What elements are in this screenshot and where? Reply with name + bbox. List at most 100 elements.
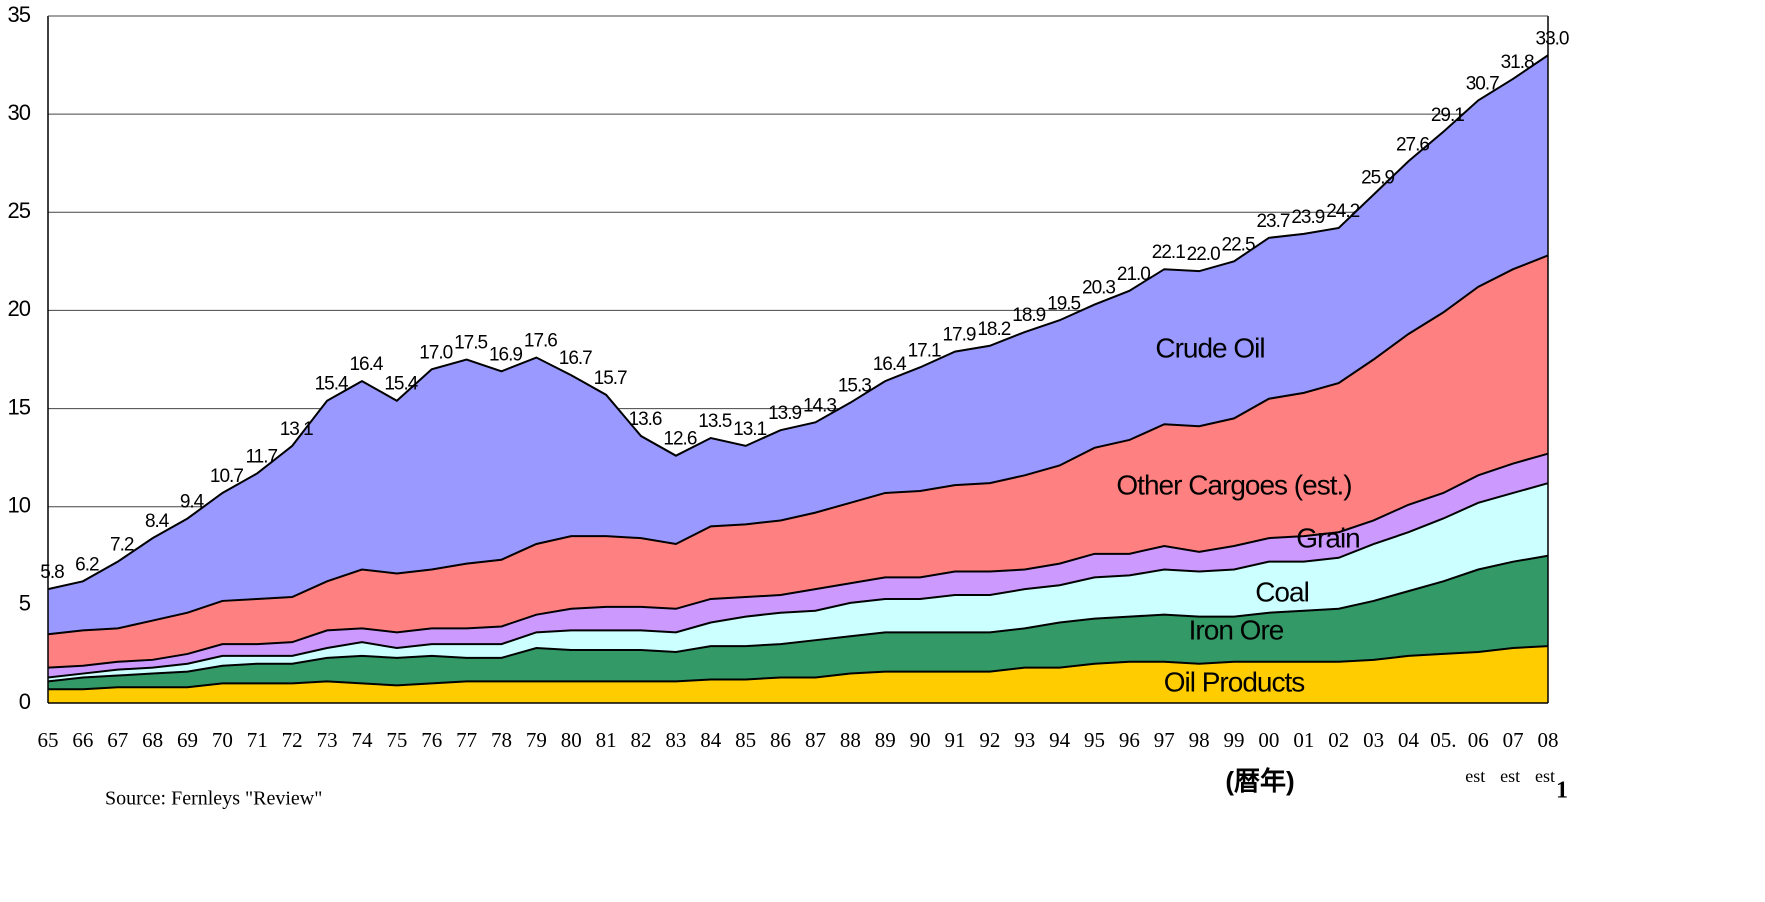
total-label: 27.6 — [1396, 134, 1429, 155]
x-tick-label: 89 — [875, 728, 896, 752]
total-label: 17.5 — [454, 333, 487, 354]
series-label: Other Cargoes (est.) — [1116, 469, 1351, 500]
total-label: 15.4 — [315, 374, 349, 395]
total-label: 20.3 — [1082, 278, 1115, 299]
x-tick-label: 92 — [979, 728, 1000, 752]
total-label: 21.0 — [1117, 264, 1150, 285]
total-label: 18.2 — [977, 319, 1010, 340]
total-label: 23.9 — [1291, 207, 1324, 228]
x-tick-label: 83 — [665, 728, 686, 752]
series-label: Oil Products — [1164, 666, 1305, 697]
total-label: 13.9 — [768, 403, 801, 424]
x-tick-label: 82 — [631, 728, 652, 752]
total-label: 13.6 — [629, 409, 662, 430]
total-label: 18.9 — [1012, 305, 1045, 326]
source: Source: Fernleys "Review" — [105, 788, 322, 810]
x-tick-label: 95 — [1084, 728, 1105, 752]
total-label: 30.7 — [1466, 73, 1499, 94]
total-label: 9.4 — [180, 492, 205, 513]
y-tick-label: 25 — [8, 198, 31, 223]
total-label: 31.8 — [1501, 52, 1534, 73]
x-tick-label: 03 — [1363, 728, 1384, 752]
total-label: 24.2 — [1326, 201, 1359, 222]
total-label: 15.7 — [594, 368, 627, 389]
total-label: 13.1 — [733, 419, 766, 440]
total-label: 22.5 — [1222, 234, 1255, 255]
total-label: 7.2 — [110, 535, 134, 556]
area-edge — [47, 254, 1549, 636]
x-tick-label: 76 — [421, 728, 442, 752]
x-tick-label: 88 — [840, 728, 861, 752]
total-label: 13.5 — [698, 411, 731, 432]
x-tick-label: 00 — [1258, 728, 1279, 752]
total-label: 33.0 — [1536, 28, 1569, 49]
x-tick-label: 07 — [1503, 728, 1524, 752]
x-tick-label: 08 — [1538, 728, 1559, 752]
x-tick-label: 80 — [561, 728, 582, 752]
x-axis-label: (暦年) — [1225, 766, 1294, 796]
x-tick-label: 86 — [770, 728, 791, 752]
total-label: 22.0 — [1187, 244, 1220, 265]
x-tick-label: 90 — [910, 728, 931, 752]
x-tick-label: 91 — [944, 728, 965, 752]
total-label: 5.8 — [40, 562, 64, 583]
series-label: Grain — [1296, 522, 1359, 553]
area-edge — [47, 482, 1549, 679]
x-tick-label: 85 — [735, 728, 756, 752]
total-label: 17.6 — [524, 331, 557, 352]
total-label: 17.9 — [942, 325, 975, 346]
total-label: 17.0 — [419, 342, 452, 363]
x-tick-label: 70 — [212, 728, 233, 752]
y-tick-label: 35 — [8, 2, 31, 27]
total-label: 16.4 — [873, 354, 907, 375]
x-tick-label: 05. — [1430, 728, 1456, 752]
y-tick-label: 0 — [19, 689, 31, 714]
x-tick-label: 01 — [1293, 728, 1314, 752]
x-tick-label: 87 — [805, 728, 826, 752]
area — [48, 255, 1548, 668]
x-tick-label: 68 — [142, 728, 163, 752]
x-tick-label: 84 — [700, 728, 722, 752]
total-label: 11.7 — [246, 446, 278, 467]
series-label: Iron Ore — [1189, 614, 1284, 645]
total-label: 22.1 — [1152, 242, 1185, 263]
y-tick-label: 5 — [19, 591, 31, 616]
x-tick-label: 65 — [38, 728, 59, 752]
total-label: 19.5 — [1047, 293, 1080, 314]
area — [48, 55, 1548, 635]
y-tick-label: 10 — [8, 493, 31, 518]
x-tick-label: 99 — [1224, 728, 1245, 752]
x-tick-label: 72 — [282, 728, 303, 752]
x-tick-label: 93 — [1014, 728, 1035, 752]
x-tick-label: 71 — [247, 728, 268, 752]
series-label: Crude Oil — [1155, 332, 1264, 363]
total-label: 23.7 — [1256, 211, 1289, 232]
total-label: 13.1 — [280, 419, 313, 440]
x-tick-label: 79 — [526, 728, 547, 752]
y-tick-label: 30 — [8, 100, 31, 125]
total-label: 16.7 — [559, 348, 592, 369]
total-label: 15.3 — [838, 376, 871, 397]
area-edge — [48, 645, 1549, 691]
x-note: est — [1465, 766, 1485, 786]
x-tick-label: 74 — [351, 728, 373, 752]
area-edge — [47, 54, 1549, 591]
total-label: 12.6 — [663, 429, 696, 450]
x-tick-label: 98 — [1189, 728, 1210, 752]
total-label: 6.2 — [75, 554, 99, 575]
total-label: 25.9 — [1361, 168, 1394, 189]
series-label: Coal — [1255, 576, 1309, 607]
total-label: 14.3 — [803, 395, 836, 416]
x-tick-label: 97 — [1154, 728, 1175, 752]
x-tick-label: 78 — [491, 728, 512, 752]
total-label: 16.9 — [489, 344, 522, 365]
area — [48, 646, 1548, 703]
x-note: est — [1535, 766, 1555, 786]
x-tick-label: 77 — [456, 728, 477, 752]
area — [48, 555, 1548, 690]
page-number: 1 — [1556, 778, 1568, 804]
total-label: 16.4 — [349, 354, 383, 375]
area-edge — [47, 554, 1549, 683]
total-label: 15.4 — [384, 374, 418, 395]
